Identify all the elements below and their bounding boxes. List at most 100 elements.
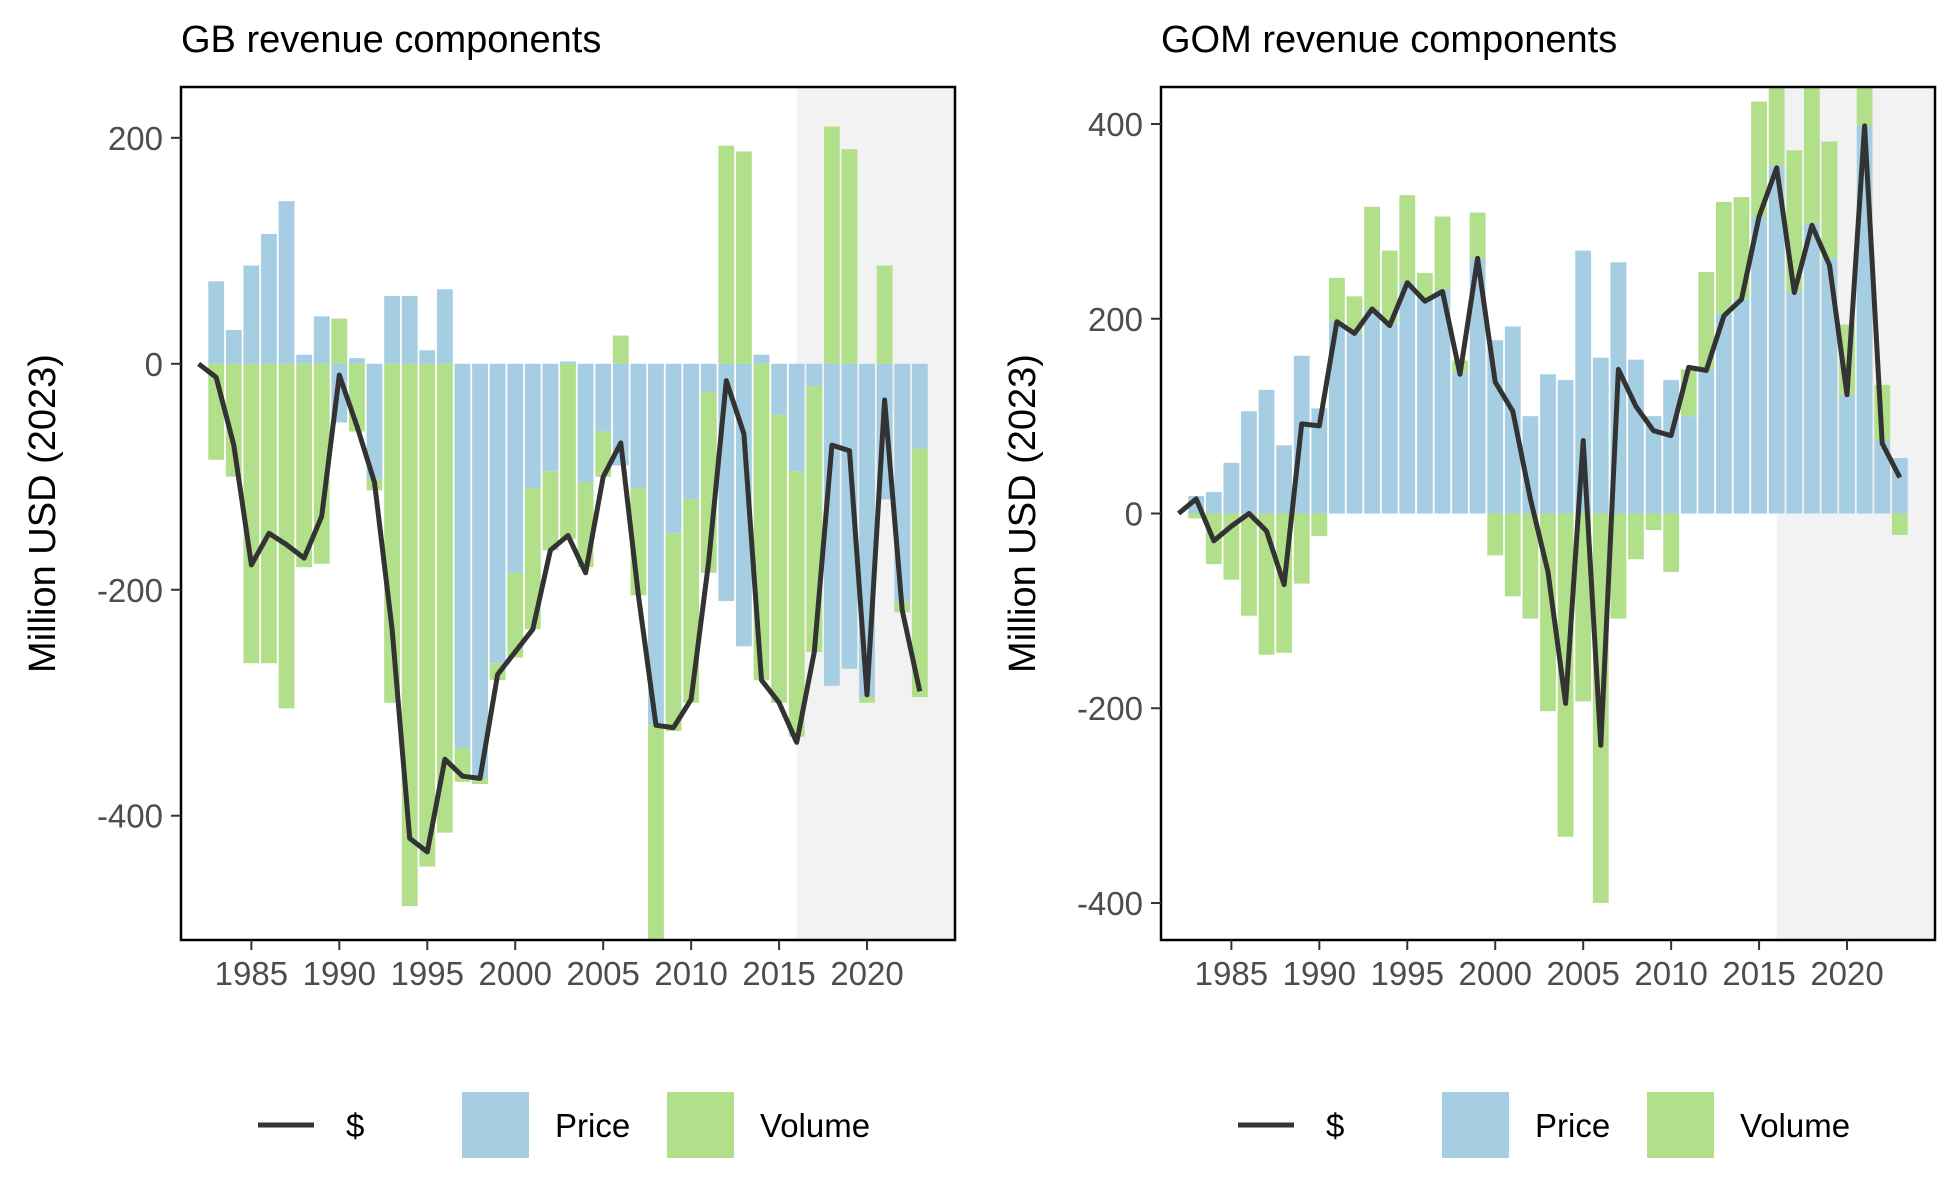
legend-price-swatch <box>1442 1092 1509 1158</box>
price-bar <box>1399 282 1416 514</box>
net-revenue-line <box>1177 123 1903 748</box>
x-tick-label: 2010 <box>654 955 727 992</box>
price-bar <box>1346 333 1363 514</box>
x-tick-label: 2015 <box>742 955 815 992</box>
volume-bar <box>1628 513 1644 560</box>
plot-area <box>1177 87 1935 940</box>
gom-panel: GOM revenue components Million USD (2023)… <box>1002 19 1937 992</box>
price-bar <box>577 363 594 483</box>
price-bar <box>278 201 295 364</box>
volume-bar <box>436 363 453 833</box>
price-bar <box>1715 313 1732 514</box>
price-bar <box>1592 357 1609 514</box>
y-tick-label: -200 <box>97 572 163 609</box>
volume-bar <box>1364 206 1381 310</box>
volume-bar <box>1293 513 1310 584</box>
y-axis-label: Million USD (2023) <box>22 354 64 673</box>
volume-bar <box>876 265 893 364</box>
price-bar <box>524 363 541 489</box>
volume-bar <box>1381 250 1398 324</box>
price-bar <box>735 363 752 647</box>
y-tick-label: -400 <box>97 798 163 835</box>
x-tick-label: 2005 <box>1546 955 1619 992</box>
price-bar <box>1575 250 1592 514</box>
price-bar <box>1364 309 1381 514</box>
price-bar <box>489 363 506 664</box>
price-bar <box>454 363 471 748</box>
legend-volume-label: Volume <box>1740 1107 1850 1144</box>
x-tick-label: 2000 <box>479 955 552 992</box>
price-bar <box>1540 374 1556 514</box>
price-bar <box>1874 440 1891 514</box>
plot-frame <box>179 85 957 942</box>
price-bar <box>1557 380 1574 514</box>
volume-bar <box>1399 195 1416 283</box>
volume-bar <box>278 363 295 709</box>
price-bar <box>665 363 682 534</box>
legend-volume-swatch <box>1647 1092 1714 1158</box>
price-bar <box>1452 372 1468 514</box>
x-tick-label: 1995 <box>391 955 464 992</box>
volume-bar <box>859 697 875 703</box>
volume-bar <box>1768 87 1785 166</box>
volume-bar <box>1434 216 1451 290</box>
volume-bar <box>718 145 735 364</box>
price-bar <box>1223 462 1240 514</box>
price-bar <box>1839 394 1855 514</box>
price-bar <box>806 363 823 387</box>
x-tick-label: 2005 <box>566 955 639 992</box>
y-tick-label: 400 <box>1088 106 1143 143</box>
volume-bar <box>1856 87 1873 126</box>
x-tick-label: 2015 <box>1722 955 1795 992</box>
price-bar <box>1698 369 1715 514</box>
legend-price-swatch <box>462 1092 529 1158</box>
price-bar <box>1733 299 1750 514</box>
volume-bar <box>1328 277 1345 322</box>
chart-title: GOM revenue components <box>1161 19 1617 61</box>
x-tick-label: 1990 <box>1283 955 1356 992</box>
volume-bar <box>771 414 788 703</box>
price-bar <box>753 354 770 364</box>
price-bar <box>1821 258 1838 514</box>
volume-bar <box>419 363 436 867</box>
volume-bar <box>1469 212 1486 259</box>
volume-bar <box>296 363 313 568</box>
volume-bar <box>1241 513 1257 616</box>
price-bar <box>436 289 453 364</box>
price-bar <box>1751 216 1768 514</box>
y-tick-label: 200 <box>1088 301 1143 338</box>
x-tick-label: 2010 <box>1634 955 1707 992</box>
price-bar <box>648 363 664 726</box>
volume-bar <box>507 572 524 658</box>
price-bar <box>1416 299 1433 514</box>
x-tick-label: 2020 <box>1810 955 1883 992</box>
volume-bar <box>1610 513 1627 619</box>
volume-bar <box>384 363 401 703</box>
price-bar <box>261 233 277 364</box>
price-bar <box>366 363 383 480</box>
volume-bar <box>612 335 629 364</box>
y-tick-label: 0 <box>1125 496 1143 533</box>
volume-bar <box>542 471 559 551</box>
price-bar <box>225 329 242 364</box>
volume-bar <box>735 151 752 364</box>
chart-title: GB revenue components <box>181 19 601 61</box>
price-bar <box>595 363 612 432</box>
price-bar <box>472 363 488 779</box>
volume-bar <box>1891 513 1908 535</box>
net-revenue-line <box>197 361 923 855</box>
volume-bar <box>560 363 576 539</box>
x-tick-label: 1995 <box>1371 955 1444 992</box>
volume-bar <box>1645 513 1662 531</box>
legend-volume-label: Volume <box>760 1107 870 1144</box>
price-bar <box>1645 416 1662 514</box>
legend-volume-swatch <box>667 1092 734 1158</box>
x-tick-label: 1985 <box>1195 955 1268 992</box>
price-bar <box>771 363 788 415</box>
volume-bar <box>841 149 858 364</box>
price-bar <box>911 363 928 449</box>
legend-line-label: $ <box>1326 1107 1344 1144</box>
volume-bar <box>472 778 488 785</box>
price-bar <box>208 281 225 364</box>
